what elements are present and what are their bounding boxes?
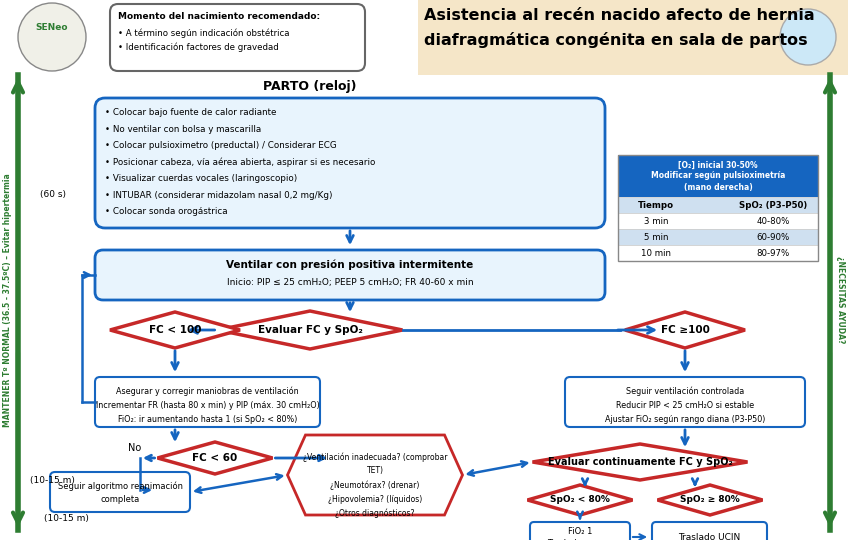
Polygon shape <box>287 435 462 515</box>
Text: • Colocar sonda orogástrica: • Colocar sonda orogástrica <box>105 207 227 216</box>
Text: Incrementar FR (hasta 80 x min) y PIP (máx. 30 cmH₂O): Incrementar FR (hasta 80 x min) y PIP (m… <box>96 401 320 410</box>
Text: 40-80%: 40-80% <box>756 217 789 226</box>
Text: • INTUBAR (considerar midazolam nasal 0,2 mg/Kg): • INTUBAR (considerar midazolam nasal 0,… <box>105 191 332 199</box>
Text: (10-15 m): (10-15 m) <box>44 514 89 523</box>
Text: ¿Ventilación inadecuada? (comprobar: ¿Ventilación inadecuada? (comprobar <box>303 453 447 462</box>
Text: ¿Hipovolemia? (líquidos): ¿Hipovolemia? (líquidos) <box>328 495 422 503</box>
Text: Momento del nacimiento recomendado:: Momento del nacimiento recomendado: <box>118 12 321 21</box>
FancyBboxPatch shape <box>530 522 630 540</box>
Polygon shape <box>217 311 403 349</box>
Text: • Colocar bajo fuente de calor radiante: • Colocar bajo fuente de calor radiante <box>105 108 276 117</box>
Polygon shape <box>110 312 240 348</box>
Text: Reducir PIP < 25 cmH₂O si estable: Reducir PIP < 25 cmH₂O si estable <box>616 401 754 410</box>
Polygon shape <box>158 442 272 474</box>
Text: diafragmática congénita en sala de partos: diafragmática congénita en sala de parto… <box>424 32 807 48</box>
Text: Asegurar y corregir maniobras de ventilación: Asegurar y corregir maniobras de ventila… <box>116 387 298 396</box>
Text: ¿NECESITAS AYUDA?: ¿NECESITAS AYUDA? <box>835 256 845 343</box>
Text: 5 min: 5 min <box>644 233 668 241</box>
Text: FC < 100: FC < 100 <box>148 325 201 335</box>
Text: Evaluar continuamente FC y SpO₂: Evaluar continuamente FC y SpO₂ <box>548 457 733 467</box>
Text: ¿Neumotórax? (drenar): ¿Neumotórax? (drenar) <box>331 480 420 490</box>
Text: 80-97%: 80-97% <box>756 248 789 258</box>
Text: completa: completa <box>100 495 140 503</box>
Text: • Identificación factores de gravedad: • Identificación factores de gravedad <box>118 42 279 51</box>
Text: Seguir algoritmo reanimación: Seguir algoritmo reanimación <box>58 481 182 491</box>
Bar <box>618 155 818 197</box>
Text: Inicio: PIP ≤ 25 cmH₂O; PEEP 5 cmH₂O; FR 40-60 x min: Inicio: PIP ≤ 25 cmH₂O; PEEP 5 cmH₂O; FR… <box>226 278 473 287</box>
Text: • A término según indicación obstétrica: • A término según indicación obstétrica <box>118 28 289 37</box>
Text: Ventilar con presión positiva intermitente: Ventilar con presión positiva intermiten… <box>226 260 474 270</box>
FancyBboxPatch shape <box>95 98 605 228</box>
Text: FC ≥100: FC ≥100 <box>661 325 710 335</box>
Text: FiO₂: ir aumentando hasta 1 (si SpO₂ < 80%): FiO₂: ir aumentando hasta 1 (si SpO₂ < 8… <box>118 415 297 424</box>
Text: 3 min: 3 min <box>644 217 668 226</box>
Text: SpO₂ < 80%: SpO₂ < 80% <box>550 496 610 504</box>
Text: Asistencia al recén nacido afecto de hernia: Asistencia al recén nacido afecto de her… <box>424 8 815 23</box>
Text: MANTENER Tº NORMAL (36.5 - 37.5ºC) – Evitar hipertermia: MANTENER Tº NORMAL (36.5 - 37.5ºC) – Evi… <box>3 173 13 427</box>
Bar <box>418 0 848 75</box>
FancyBboxPatch shape <box>110 4 365 71</box>
Polygon shape <box>657 485 762 515</box>
Text: [O₂] inicial 30-50%
Modificar según pulsioximetría
(mano derecha): [O₂] inicial 30-50% Modificar según puls… <box>650 160 785 192</box>
Text: TET): TET) <box>366 467 383 476</box>
FancyBboxPatch shape <box>652 522 767 540</box>
FancyBboxPatch shape <box>565 377 805 427</box>
Bar <box>618 229 818 245</box>
Bar <box>618 213 818 229</box>
Text: Ajustar FiO₂ según rango diana (P3-P50): Ajustar FiO₂ según rango diana (P3-P50) <box>605 415 765 424</box>
Text: ¿Otros diagnósticos?: ¿Otros diagnósticos? <box>335 508 415 518</box>
Text: FiO₂ 1: FiO₂ 1 <box>568 528 592 537</box>
Circle shape <box>18 3 86 71</box>
Text: PARTO (reloj): PARTO (reloj) <box>263 80 357 93</box>
Text: 10 min: 10 min <box>641 248 671 258</box>
Text: • No ventilar con bolsa y mascarilla: • No ventilar con bolsa y mascarilla <box>105 125 261 133</box>
Text: SpO₂ ≥ 80%: SpO₂ ≥ 80% <box>680 496 739 504</box>
Bar <box>618 245 818 261</box>
Text: Traslado UCIN: Traslado UCIN <box>678 532 740 540</box>
Text: • Colocar pulsioximetro (preductal) / Considerar ECG: • Colocar pulsioximetro (preductal) / Co… <box>105 141 337 150</box>
Text: SpO₂ (P3-P50): SpO₂ (P3-P50) <box>739 200 807 210</box>
Text: (60 s): (60 s) <box>40 191 66 199</box>
FancyBboxPatch shape <box>95 377 320 427</box>
Text: (10-15 m): (10-15 m) <box>30 476 75 484</box>
Polygon shape <box>625 312 745 348</box>
Text: 60-90%: 60-90% <box>756 233 789 241</box>
Text: SENeo: SENeo <box>36 24 68 32</box>
FancyBboxPatch shape <box>95 250 605 300</box>
FancyBboxPatch shape <box>50 472 190 512</box>
Text: Seguir ventilación controlada: Seguir ventilación controlada <box>626 387 745 396</box>
Text: FC < 60: FC < 60 <box>192 453 237 463</box>
Text: Evaluar FC y SpO₂: Evaluar FC y SpO₂ <box>258 325 362 335</box>
Text: • Visualizar cuerdas vocales (laringoscopio): • Visualizar cuerdas vocales (laringosco… <box>105 174 298 183</box>
Polygon shape <box>527 485 633 515</box>
Text: No: No <box>128 443 142 453</box>
Bar <box>618 155 818 261</box>
Text: • Posicionar cabeza, vía aérea abierta, aspirar si es necesario: • Posicionar cabeza, vía aérea abierta, … <box>105 158 376 167</box>
Circle shape <box>780 9 836 65</box>
Polygon shape <box>533 444 747 480</box>
Bar <box>618 197 818 213</box>
Text: Tiempo: Tiempo <box>638 200 674 210</box>
